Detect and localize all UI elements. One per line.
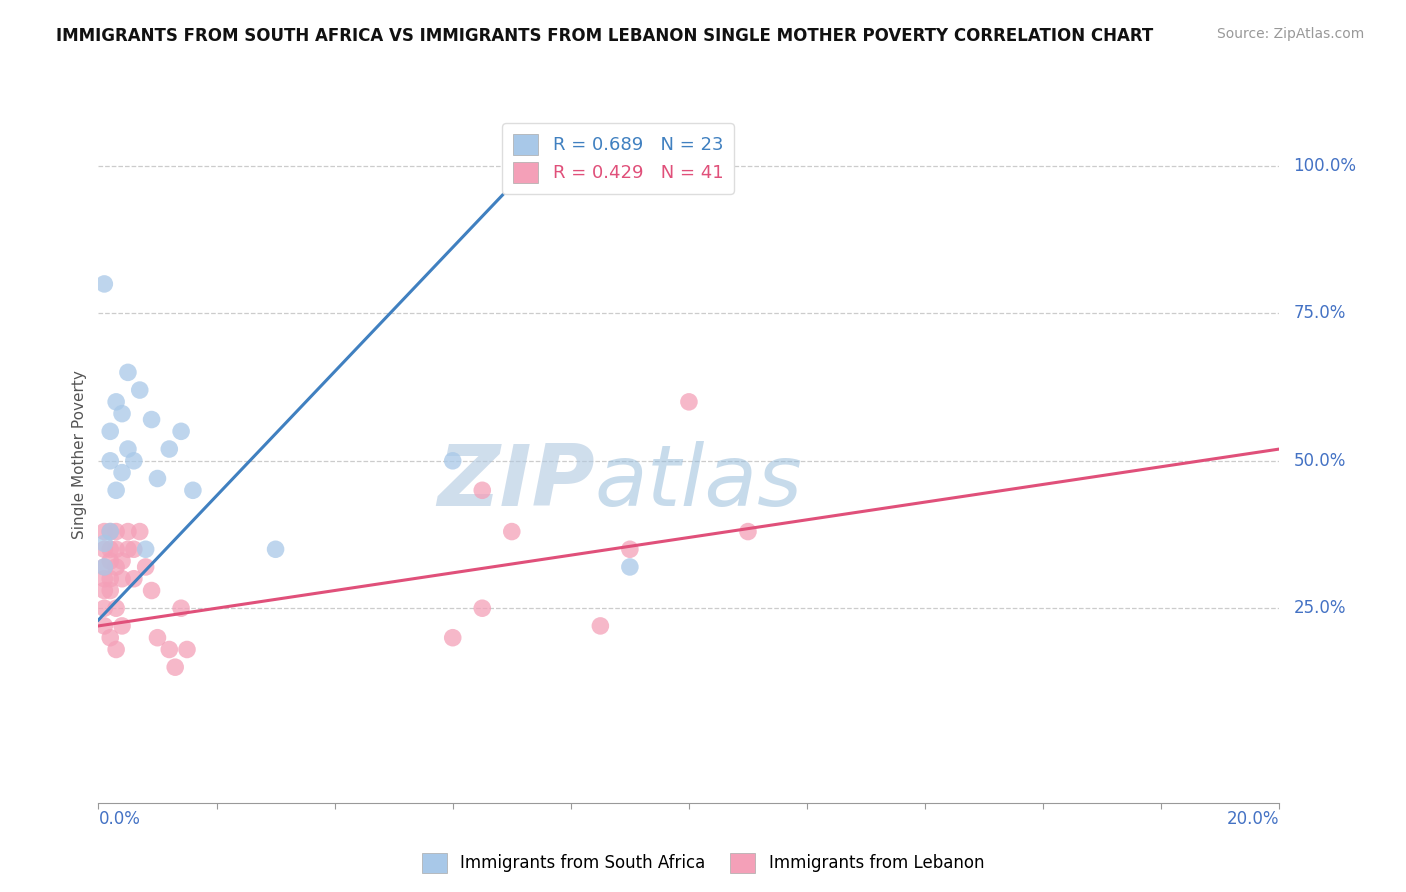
Point	[98, 524, 121, 539]
Point	[98, 454, 121, 468]
Point	[93, 277, 115, 291]
Point	[170, 601, 193, 615]
Point	[141, 583, 163, 598]
Point	[122, 454, 145, 468]
Point	[135, 542, 157, 557]
Point	[441, 454, 464, 468]
Point	[98, 542, 121, 557]
Text: 20.0%: 20.0%	[1227, 810, 1279, 828]
Point	[165, 660, 187, 674]
Point	[176, 642, 198, 657]
Point	[98, 554, 121, 568]
Point	[105, 524, 128, 539]
Point	[105, 395, 128, 409]
Point	[678, 395, 700, 409]
Point	[589, 619, 612, 633]
Point	[98, 631, 121, 645]
Point	[117, 524, 139, 539]
Point	[98, 572, 121, 586]
Point	[501, 524, 523, 539]
Point	[264, 542, 287, 557]
Point	[471, 601, 494, 615]
Point	[93, 536, 115, 550]
Text: IMMIGRANTS FROM SOUTH AFRICA VS IMMIGRANTS FROM LEBANON SINGLE MOTHER POVERTY CO: IMMIGRANTS FROM SOUTH AFRICA VS IMMIGRAN…	[56, 27, 1153, 45]
Text: atlas: atlas	[595, 442, 803, 524]
Point	[98, 425, 121, 439]
Text: 0.0%: 0.0%	[98, 810, 141, 828]
Point	[122, 572, 145, 586]
Point	[93, 560, 115, 574]
Text: 25.0%: 25.0%	[1294, 599, 1346, 617]
Point	[93, 542, 115, 557]
Text: 50.0%: 50.0%	[1294, 452, 1346, 470]
Y-axis label: Single Mother Poverty: Single Mother Poverty	[72, 370, 87, 540]
Point	[737, 524, 759, 539]
Point	[141, 412, 163, 426]
Point	[98, 524, 121, 539]
Point	[93, 572, 115, 586]
Point	[111, 466, 134, 480]
Point	[157, 642, 180, 657]
Text: 75.0%: 75.0%	[1294, 304, 1346, 322]
Point	[105, 560, 128, 574]
Point	[105, 542, 128, 557]
Point	[181, 483, 204, 498]
Point	[105, 642, 128, 657]
Point	[105, 601, 128, 615]
Point	[157, 442, 180, 456]
Point	[146, 471, 169, 485]
Point	[111, 407, 134, 421]
Point	[111, 554, 134, 568]
Point	[111, 619, 134, 633]
Point	[117, 442, 139, 456]
Point	[117, 365, 139, 379]
Point	[146, 631, 169, 645]
Point	[93, 619, 115, 633]
Point	[170, 425, 193, 439]
Text: 100.0%: 100.0%	[1294, 157, 1357, 175]
Point	[135, 560, 157, 574]
Point	[117, 542, 139, 557]
Point	[128, 383, 150, 397]
Point	[98, 583, 121, 598]
Legend: R = 0.689   N = 23, R = 0.429   N = 41: R = 0.689 N = 23, R = 0.429 N = 41	[502, 123, 734, 194]
Point	[93, 524, 115, 539]
Point	[471, 483, 494, 498]
Point	[111, 572, 134, 586]
Text: ZIP: ZIP	[437, 442, 595, 524]
Point	[105, 483, 128, 498]
Point	[93, 583, 115, 598]
Point	[441, 631, 464, 645]
Point	[93, 601, 115, 615]
Point	[619, 560, 641, 574]
Legend: Immigrants from South Africa, Immigrants from Lebanon: Immigrants from South Africa, Immigrants…	[415, 847, 991, 880]
Point	[128, 524, 150, 539]
Point	[93, 560, 115, 574]
Point	[619, 542, 641, 557]
Text: Source: ZipAtlas.com: Source: ZipAtlas.com	[1216, 27, 1364, 41]
Point	[122, 542, 145, 557]
